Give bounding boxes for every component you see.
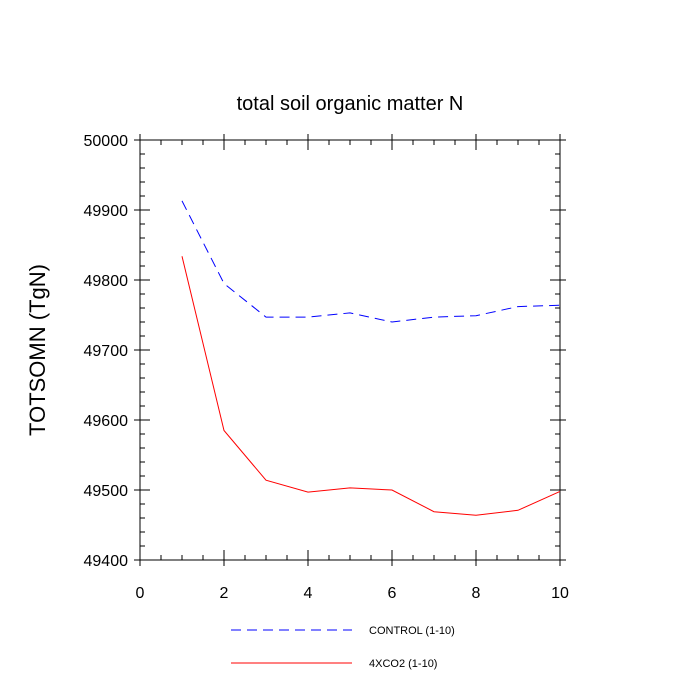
y-axis-label: TOTSOMN (TgN) [25,264,50,436]
y-tick-label: 49800 [84,273,129,290]
data-point-control [307,316,309,318]
plot-area-frame [139,139,561,561]
y-tick-label: 49400 [84,553,129,570]
x-tick-label: 8 [472,585,481,602]
legend: CONTROL (1-10) 4XCO2 (1-10) [231,625,455,670]
series-line-control [181,200,561,323]
x-tick-label: 4 [304,585,313,602]
data-point-control [223,282,225,284]
y-tick-label: 50000 [84,133,129,150]
chart-title: total soil organic matter N [237,93,464,115]
legend-label-control: CONTROL (1-10) [369,625,455,637]
x-tick-label: 10 [551,585,569,602]
y-tick-labels: 49400 49500 49600 49700 49800 49900 50000 [84,133,129,570]
y-tick-label: 49600 [84,413,129,430]
axis-ticks [134,134,566,566]
x-tick-labels: 0 2 4 6 8 10 [136,585,569,602]
data-point-control [433,316,435,318]
x-tick-label: 6 [388,585,397,602]
x-tick-label: 2 [220,585,229,602]
y-tick-label: 49700 [84,343,129,360]
series-line-4xco2 [181,256,561,516]
x-tick-label: 0 [136,585,145,602]
series-lines [181,200,561,516]
y-tick-label: 49900 [84,203,129,220]
legend-label-4xco2: 4XCO2 (1-10) [369,658,437,670]
y-tick-label: 49500 [84,483,129,500]
